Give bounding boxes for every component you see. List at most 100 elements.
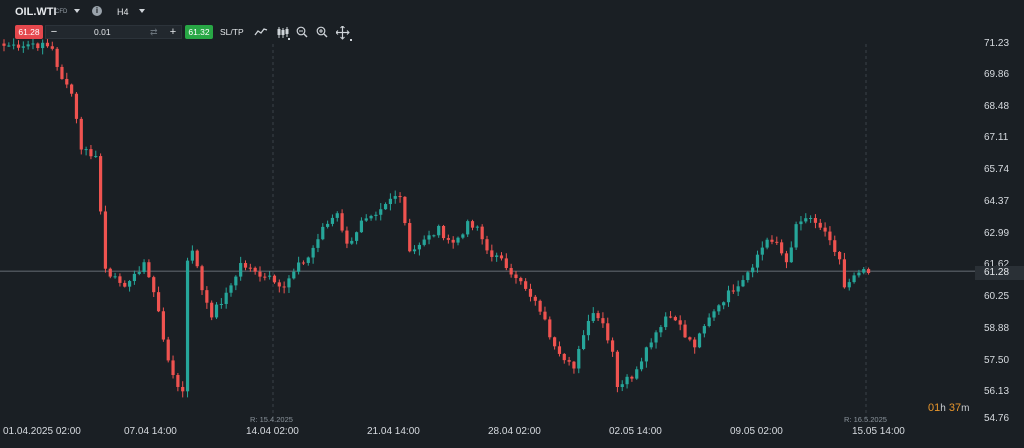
candle-body [403,196,407,224]
candle-body [673,317,677,321]
zoom-out-icon[interactable] [296,26,308,38]
candle-body [422,239,426,245]
candle-body [127,281,132,287]
candle-body [200,266,204,291]
candle-body [533,296,537,301]
candles-icon[interactable] [276,26,290,40]
candle-body [374,214,378,216]
sell-price-button[interactable]: 61.28 [15,25,43,39]
candle-body [765,239,769,248]
y-tick: 64.37 [984,196,1010,207]
candle-body [610,340,615,352]
candle-body [741,280,745,287]
candle-body [499,255,504,259]
candle-body [528,288,533,297]
candle-body [548,319,552,338]
chevron-down-icon[interactable] [74,9,80,13]
crosshair-icon[interactable] [336,26,352,41]
candle-body [340,213,344,231]
chevron-down-icon[interactable] [139,9,145,13]
candle-body [697,333,702,348]
symbol-name[interactable]: OIL.WTI [15,6,57,18]
y-tick: 69.86 [984,69,1010,80]
candle-body [45,42,50,47]
candle-body [804,218,808,222]
candle-body [683,324,687,338]
x-tick: 15.05 14:00 [852,426,905,437]
candle-body [862,269,866,273]
x-tick: 28.04 02:00 [488,426,541,437]
candle-body [137,272,141,274]
y-tick: 56.13 [984,386,1010,397]
candle-body [31,43,35,45]
candle-body [84,149,88,151]
candle-body [582,335,586,349]
line-chart-icon[interactable] [254,26,268,38]
y-tick: 58.88 [984,323,1010,334]
x-tick: 14.04 02:00 [246,426,299,437]
y-tick: 61.62 [984,259,1010,270]
candle-body [219,303,223,305]
candle-body [441,225,446,239]
candle-body [316,239,320,248]
candle-body [326,223,330,227]
candle-body [649,342,653,348]
candle-body [635,369,639,379]
sltp-button[interactable]: SL/TP [220,27,244,37]
candle-body [156,292,161,312]
swap-icon[interactable]: ⇄ [150,27,158,37]
candle-body [751,267,755,273]
info-icon[interactable]: i [92,6,102,16]
candle-body [557,346,562,354]
candle-body [866,269,871,273]
x-tick: 01.04.2025 02:00 [3,426,81,437]
candle-body [335,213,339,218]
candle-body [813,217,818,223]
candle-body [383,204,388,210]
candle-body [41,42,45,49]
x-tick: 21.04 14:00 [367,426,420,437]
candle-body [524,281,528,289]
decrease-volume-button[interactable]: − [50,26,58,38]
candle-body [726,290,731,303]
buy-price-button[interactable]: 61.32 [185,25,213,39]
candle-body [311,247,315,258]
x-tick: 07.04 14:00 [124,426,177,437]
increase-volume-button[interactable]: + [169,26,177,38]
candle-body [654,332,658,343]
candle-body [354,232,359,241]
volume-stepper[interactable]: − 0.01 ⇄ + [45,25,182,39]
candle-body [412,249,417,252]
candle-body [301,262,306,264]
candle-body [89,149,93,157]
candle-body [514,274,518,279]
candle-body [55,48,59,67]
candle-body [161,311,165,340]
candle-body [760,247,764,255]
candle-body [823,227,827,232]
timeframe-selector[interactable]: H4 [117,7,129,17]
candle-body [277,282,281,287]
candle-body [427,235,431,240]
candle-body [185,260,190,392]
candle-body [26,44,30,47]
candle-body [243,263,248,268]
candle-body [504,258,508,269]
candle-body [799,221,803,225]
candle-body [272,275,277,283]
candle-body [205,290,209,303]
volume-input[interactable]: 0.01 [94,27,111,37]
candle-body [538,300,542,312]
candle-body [644,347,648,362]
candle-body [181,386,185,392]
candle-body [142,262,146,273]
candle-body [789,247,793,263]
rollover-label: R: 16.5.2025 [844,415,887,424]
candle-body [625,376,629,385]
candle-body [446,238,450,240]
zoom-in-icon[interactable] [316,26,328,38]
candle-body [466,221,470,235]
candle-body [543,311,547,320]
candle-body [50,46,54,49]
